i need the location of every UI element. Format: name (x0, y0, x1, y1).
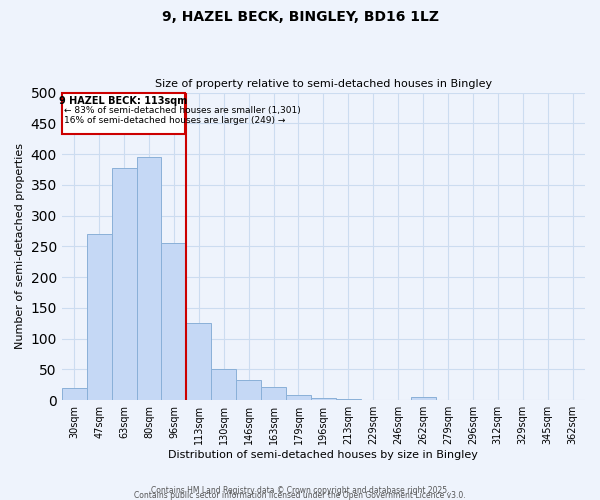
Y-axis label: Number of semi-detached properties: Number of semi-detached properties (15, 144, 25, 350)
Text: 9, HAZEL BECK, BINGLEY, BD16 1LZ: 9, HAZEL BECK, BINGLEY, BD16 1LZ (161, 10, 439, 24)
Bar (236, 380, 261, 400)
Bar (211, 370, 236, 400)
Text: ← 83% of semi-detached houses are smaller (1,301): ← 83% of semi-detached houses are smalle… (64, 106, 301, 115)
Bar (112, 168, 137, 400)
Bar (62, 388, 87, 400)
FancyBboxPatch shape (62, 92, 185, 134)
Bar (336, 399, 361, 400)
Text: Contains public sector information licensed under the Open Government Licence v3: Contains public sector information licen… (134, 491, 466, 500)
X-axis label: Distribution of semi-detached houses by size in Bingley: Distribution of semi-detached houses by … (169, 450, 478, 460)
Bar (410, 397, 436, 400)
Bar (161, 244, 187, 400)
Text: Contains HM Land Registry data © Crown copyright and database right 2025.: Contains HM Land Registry data © Crown c… (151, 486, 449, 495)
Bar (137, 157, 161, 400)
Bar (187, 324, 211, 400)
Title: Size of property relative to semi-detached houses in Bingley: Size of property relative to semi-detach… (155, 79, 492, 89)
Bar (286, 396, 311, 400)
Text: 9 HAZEL BECK: 113sqm: 9 HAZEL BECK: 113sqm (59, 96, 188, 106)
Bar (87, 234, 112, 400)
Bar (261, 386, 286, 400)
Text: 16% of semi-detached houses are larger (249) →: 16% of semi-detached houses are larger (… (64, 116, 286, 125)
Bar (311, 398, 336, 400)
